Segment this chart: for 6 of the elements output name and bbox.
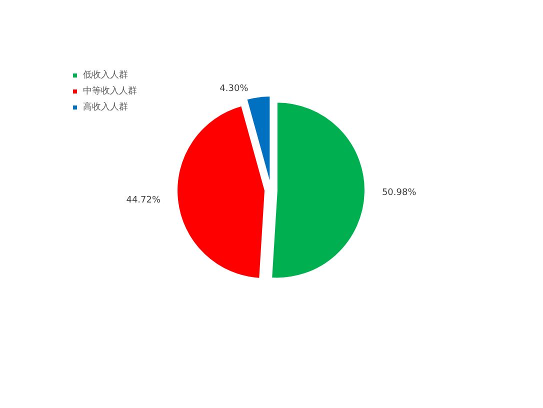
legend-label: 低收入人群 (83, 70, 128, 80)
data-label: 4.30% (220, 84, 249, 94)
data-label: 50.98% (382, 188, 417, 198)
legend-label: 高收入人群 (83, 102, 128, 112)
legend-label: 中等收入人群 (83, 86, 137, 96)
data-label: 44.72% (126, 196, 161, 206)
